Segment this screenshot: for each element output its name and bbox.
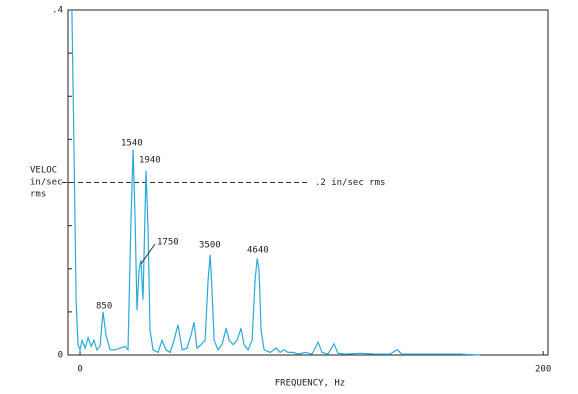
y-tick-label: 0 xyxy=(58,351,63,361)
reference-label: .2 in/sec rms xyxy=(315,178,385,188)
peak-annotation: 1540 xyxy=(121,139,143,149)
x-tick-label: 200 xyxy=(535,365,551,375)
peak-annotation: 4640 xyxy=(247,246,269,256)
peak-annotation: 3500 xyxy=(199,241,221,251)
peak-annotation: 850 xyxy=(96,302,112,312)
y-axis-label: VELOC xyxy=(30,166,57,176)
y-axis-label: rms xyxy=(30,190,46,200)
peak-annotation: 1750 xyxy=(157,238,179,248)
y-tick-label: .4 xyxy=(52,6,63,16)
annotation-leader xyxy=(140,243,156,265)
plot-frame xyxy=(67,9,549,356)
y-axis-label: in/sec xyxy=(30,178,63,188)
x-axis-label: FREQUENCY, Hz xyxy=(275,379,345,389)
peak-annotation: 1940 xyxy=(139,156,161,166)
x-tick-label: 0 xyxy=(77,365,82,375)
spectrum-line xyxy=(71,9,481,356)
